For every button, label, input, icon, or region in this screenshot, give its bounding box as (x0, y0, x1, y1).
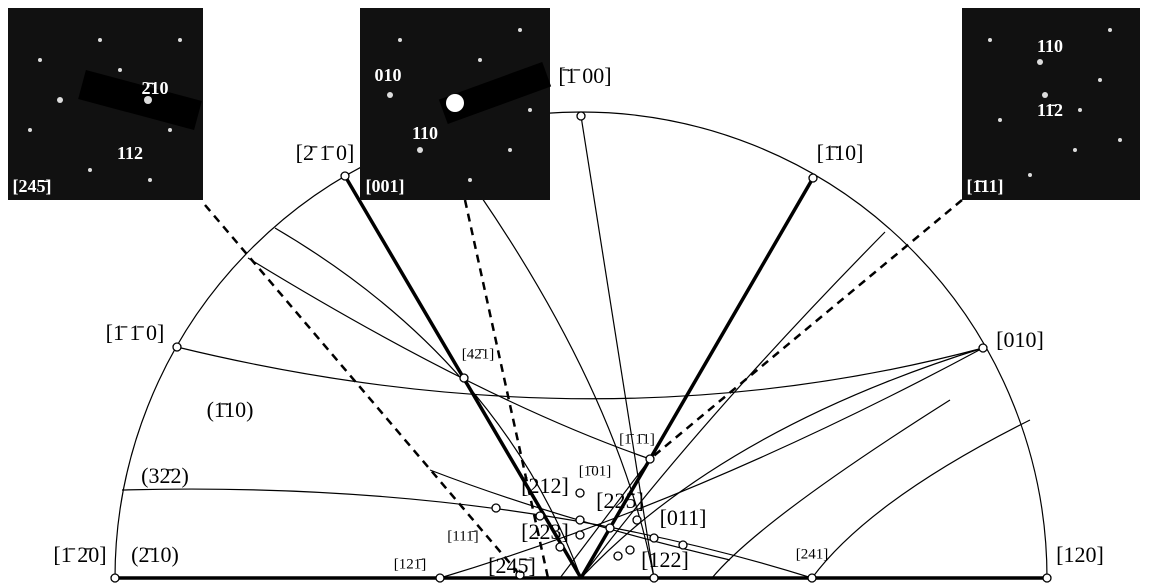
pole-label: [111̄] (447, 528, 478, 544)
inset-right: 110 11̄2 [1̄11] (962, 8, 1140, 200)
pole-label: [241] (796, 546, 829, 562)
pole-label: [2̄ 1̄ 0] (296, 140, 355, 165)
pole-label: [011] (660, 505, 707, 530)
pole-label: [122] (641, 547, 689, 572)
pole-label: [223] (521, 519, 569, 544)
pole-label: [120] (1056, 542, 1104, 567)
inset-left: 2̄10 112 [245̄] (8, 8, 203, 200)
stereogram: [̄1̄ 00] [2̄ 1̄ 0] [1̄10] [1̄ 1̄ 0] [010… (0, 0, 1149, 583)
pole-label: [1̄ 1̄ 0] (106, 320, 165, 345)
spot-label: 110 (1037, 36, 1063, 56)
pole-label: [1̄ 2̄0] (53, 542, 106, 567)
inset-middle: 010 110 [001] (360, 8, 551, 200)
pole-label: [42̄1] (462, 346, 495, 362)
pole-label: [121̄] (394, 556, 427, 572)
spot-label: 11̄2 (1037, 100, 1063, 120)
great-circles (115, 112, 1047, 578)
spot-label: 2̄10 (142, 78, 169, 98)
pole-label: [1̄01] (579, 463, 612, 479)
pole-label: [245̄] (488, 553, 536, 578)
plane-labels: (2̄10) (1̄10) (32̄2) (131, 397, 253, 567)
pole-labels: [̄1̄ 00] [2̄ 1̄ 0] [1̄10] [1̄ 1̄ 0] [010… (53, 63, 1103, 578)
zone-label: [1̄11] (966, 176, 1003, 196)
plane-label: (32̄2) (141, 463, 189, 488)
pole-label: [212] (521, 473, 569, 498)
plane-label: (1̄10) (207, 397, 254, 422)
pole-label: [225] (596, 488, 644, 513)
pole-markers (111, 112, 1051, 582)
zone-label: [001] (366, 176, 405, 196)
pole-label: [1̄10] (817, 140, 864, 165)
pole-label: [̄1̄ 00] (558, 63, 611, 88)
pole-label: [1̄ 1̄1] (619, 431, 655, 447)
spot-label: 110 (412, 123, 438, 143)
spot-label: 112 (117, 143, 143, 163)
pole-label: [010] (996, 327, 1044, 352)
plane-label: (2̄10) (131, 542, 179, 567)
zone-label: [245̄] (13, 176, 52, 196)
spot-label: 010 (375, 65, 402, 85)
